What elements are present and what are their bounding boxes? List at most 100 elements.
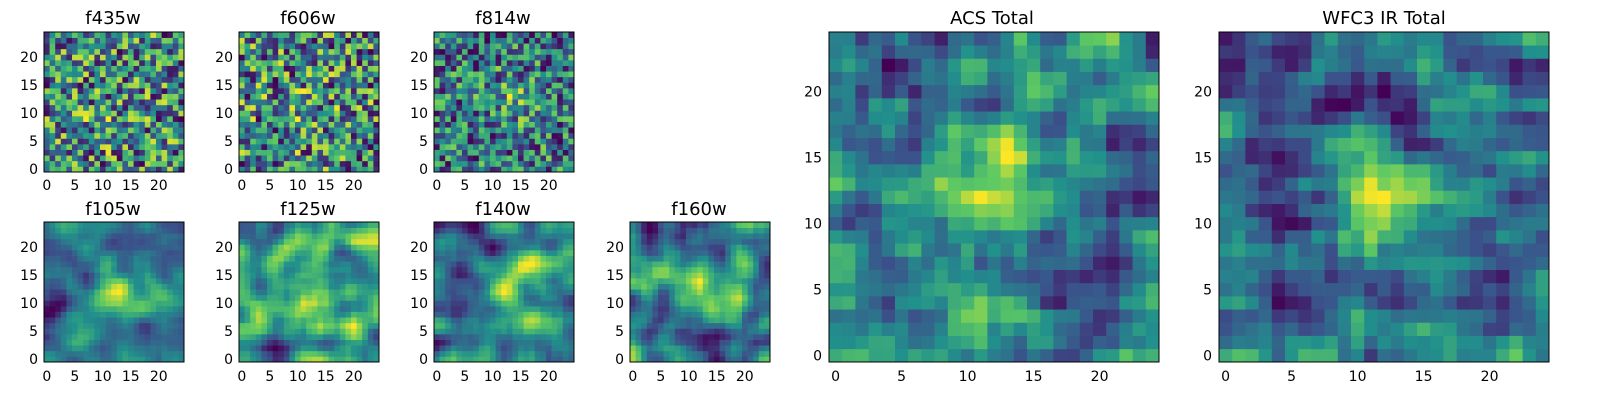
heatmap-cell bbox=[551, 238, 558, 245]
heatmap-cell bbox=[495, 132, 502, 139]
heatmap-cell bbox=[518, 60, 524, 66]
heatmap-cell bbox=[317, 317, 324, 324]
heatmap-cell bbox=[551, 283, 558, 290]
heatmap-cell bbox=[646, 322, 653, 329]
heatmap-cell bbox=[529, 278, 536, 284]
heatmap-cell bbox=[356, 244, 363, 251]
heatmap-cell bbox=[272, 238, 279, 245]
heatmap-cell bbox=[178, 255, 185, 262]
heatmap-cell bbox=[467, 149, 474, 156]
heatmap-cell bbox=[334, 294, 341, 301]
heatmap-cell bbox=[167, 144, 174, 150]
heatmap-cell bbox=[462, 238, 468, 245]
heatmap-cell bbox=[467, 60, 474, 66]
heatmap-cell bbox=[456, 32, 463, 38]
heatmap-cell bbox=[697, 289, 704, 296]
heatmap-cell bbox=[842, 164, 856, 178]
heatmap-cell bbox=[680, 350, 687, 357]
heatmap-cell bbox=[328, 65, 335, 72]
heatmap-cell bbox=[105, 132, 112, 139]
heatmap-cell bbox=[764, 244, 771, 251]
y-tick-label: 15 bbox=[410, 268, 428, 284]
heatmap-cell bbox=[334, 322, 341, 329]
heatmap-cell bbox=[557, 37, 564, 44]
heatmap-cell bbox=[367, 76, 374, 83]
heatmap-cell bbox=[529, 144, 536, 150]
heatmap-cell bbox=[484, 132, 491, 139]
heatmap-cell bbox=[150, 222, 157, 228]
heatmap-cell bbox=[742, 250, 748, 256]
heatmap-cell bbox=[534, 127, 541, 134]
heatmap-cell bbox=[534, 311, 541, 318]
heatmap-cell bbox=[842, 282, 856, 297]
heatmap-cell bbox=[161, 300, 168, 307]
heatmap-cell bbox=[295, 255, 301, 262]
heatmap-cell bbox=[334, 222, 341, 228]
heatmap-cell bbox=[88, 132, 95, 139]
heatmap-cell bbox=[974, 335, 988, 350]
heatmap-cell bbox=[255, 71, 262, 78]
heatmap-cell bbox=[373, 127, 380, 134]
heatmap-cell bbox=[178, 116, 185, 122]
heatmap-cell bbox=[1093, 296, 1107, 310]
heatmap-cell bbox=[523, 116, 530, 122]
heatmap-cell bbox=[267, 339, 273, 346]
heatmap-cell bbox=[456, 311, 463, 318]
heatmap-cell bbox=[478, 144, 485, 150]
heatmap-cell bbox=[66, 233, 73, 240]
heatmap-cell bbox=[334, 48, 341, 55]
heatmap-cell bbox=[652, 317, 659, 324]
heatmap-cell bbox=[133, 138, 140, 145]
heatmap-cell bbox=[961, 243, 975, 257]
x-tick-label: 5 bbox=[70, 178, 79, 194]
heatmap-cell bbox=[540, 138, 547, 145]
heatmap-cell bbox=[702, 294, 709, 301]
heatmap-cell bbox=[529, 289, 536, 296]
heatmap-cell bbox=[895, 137, 909, 152]
heatmap-cell bbox=[283, 294, 290, 301]
heatmap-cell bbox=[708, 306, 715, 312]
heatmap-cell bbox=[311, 65, 318, 72]
heatmap-cell bbox=[345, 121, 352, 128]
heatmap-cell bbox=[83, 132, 90, 139]
heatmap-cell bbox=[439, 266, 446, 273]
heatmap-cell bbox=[456, 138, 463, 145]
heatmap-cell bbox=[529, 99, 536, 106]
heatmap-cell bbox=[178, 322, 185, 329]
heatmap-cell bbox=[506, 54, 513, 61]
heatmap-cell bbox=[635, 272, 642, 279]
heatmap-cell bbox=[55, 306, 62, 312]
heatmap-cell bbox=[467, 272, 474, 279]
heatmap-cell bbox=[1119, 269, 1133, 284]
heatmap-cell bbox=[66, 104, 73, 111]
heatmap-cell bbox=[261, 37, 268, 44]
heatmap-cell bbox=[456, 350, 463, 357]
heatmap-cell bbox=[60, 144, 67, 150]
heatmap-cell bbox=[557, 283, 564, 290]
heatmap-cell bbox=[289, 300, 296, 307]
heatmap-cell bbox=[445, 166, 452, 173]
heatmap-cell bbox=[306, 166, 313, 173]
heatmap-cell bbox=[506, 300, 513, 307]
heatmap-cell bbox=[373, 328, 380, 335]
heatmap-cell bbox=[250, 250, 257, 256]
heatmap-cell bbox=[691, 278, 698, 284]
heatmap-cell bbox=[1013, 309, 1028, 323]
heatmap-cell bbox=[518, 294, 524, 301]
heatmap-cell bbox=[250, 65, 257, 72]
heatmap-cell bbox=[83, 166, 90, 173]
heatmap-cell bbox=[323, 65, 329, 72]
heatmap-cell bbox=[239, 227, 245, 234]
heatmap-cell bbox=[523, 306, 530, 312]
heatmap-cell bbox=[484, 227, 491, 234]
heatmap-cell bbox=[144, 266, 151, 273]
heatmap-cell bbox=[562, 289, 569, 296]
heatmap-cell bbox=[467, 350, 474, 357]
heatmap-cell bbox=[635, 283, 642, 290]
heatmap-cell bbox=[540, 60, 547, 66]
heatmap-cell bbox=[144, 250, 151, 256]
heatmap-cell bbox=[66, 311, 73, 318]
heatmap-cell bbox=[506, 93, 513, 100]
heatmap-cell bbox=[495, 144, 502, 150]
heatmap-cell bbox=[1053, 269, 1067, 284]
